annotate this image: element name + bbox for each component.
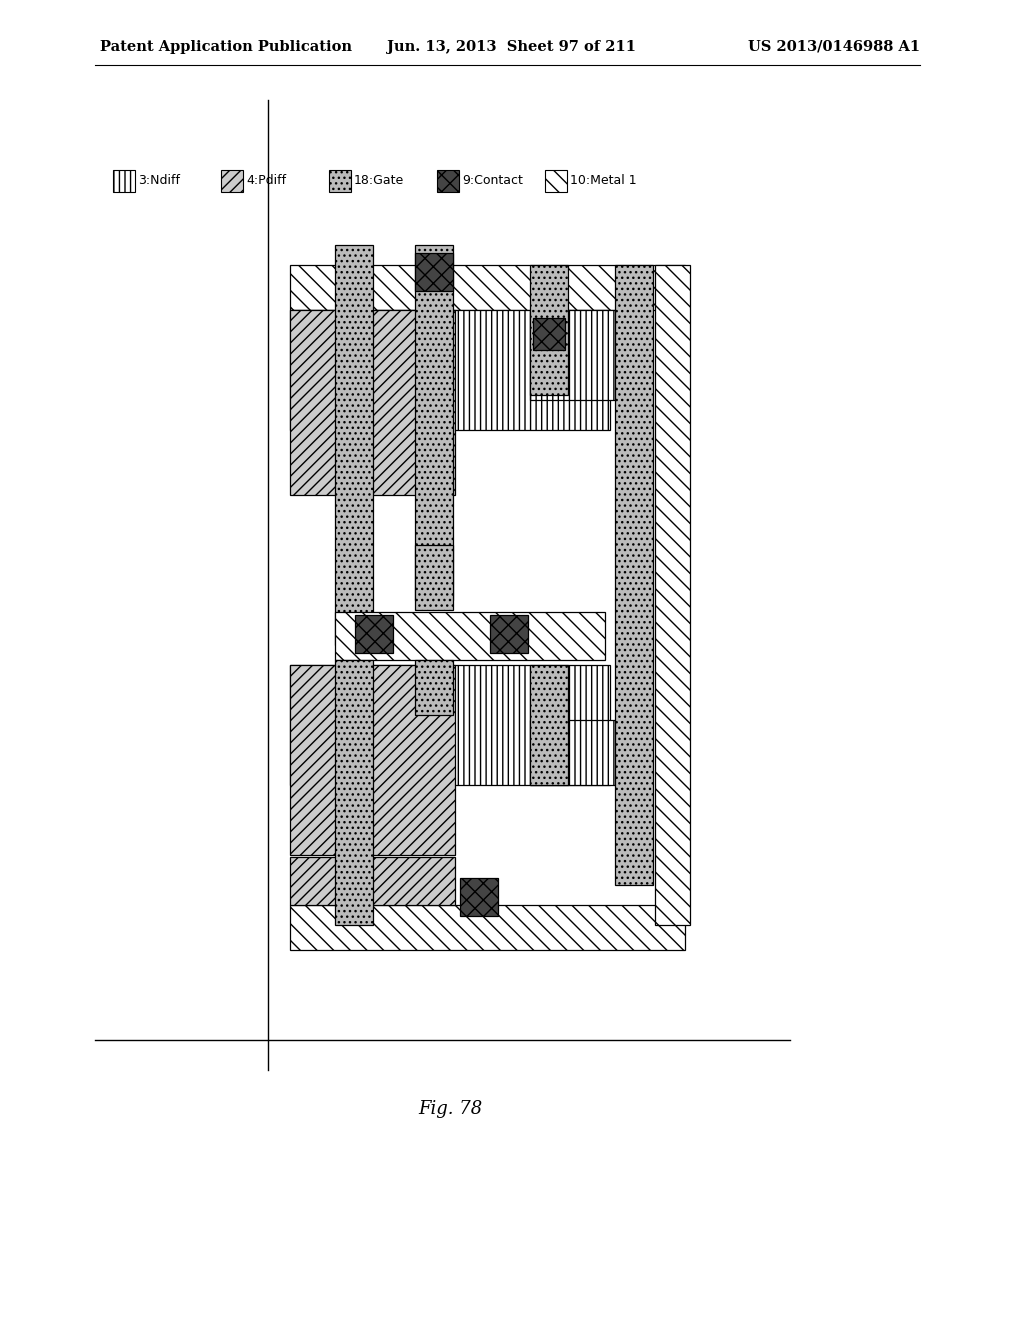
Bar [530,265,568,395]
Bar [415,660,453,715]
Text: 10:Metal 1: 10:Metal 1 [570,174,637,187]
Bar [290,857,455,906]
Bar [290,906,685,950]
Bar [290,310,455,495]
Bar [290,265,685,310]
Bar [355,615,393,653]
Bar [415,253,453,290]
Bar [530,665,568,785]
Bar [545,170,567,191]
Text: Jun. 13, 2013  Sheet 97 of 211: Jun. 13, 2013 Sheet 97 of 211 [387,40,637,54]
Text: Fig. 78: Fig. 78 [418,1100,482,1118]
Bar [530,310,620,400]
Text: 18:Gate: 18:Gate [354,174,404,187]
Bar [415,545,453,610]
Bar [335,246,373,645]
Bar [335,660,373,925]
Bar [437,170,459,191]
Bar [615,265,653,884]
Text: 3:Ndiff: 3:Ndiff [138,174,180,187]
Bar [460,878,498,916]
Bar [415,246,453,601]
Bar [290,665,610,785]
Bar [534,318,565,350]
Text: 4:Pdiff: 4:Pdiff [246,174,286,187]
Text: Patent Application Publication: Patent Application Publication [100,40,352,54]
Bar [530,719,620,785]
Text: US 2013/0146988 A1: US 2013/0146988 A1 [748,40,920,54]
Bar [290,310,610,430]
Bar [490,615,528,653]
Bar [335,612,605,660]
Bar [113,170,135,191]
Bar [655,265,690,925]
Bar [221,170,243,191]
Text: 9:Contact: 9:Contact [462,174,523,187]
Bar [290,665,455,855]
Bar [329,170,351,191]
